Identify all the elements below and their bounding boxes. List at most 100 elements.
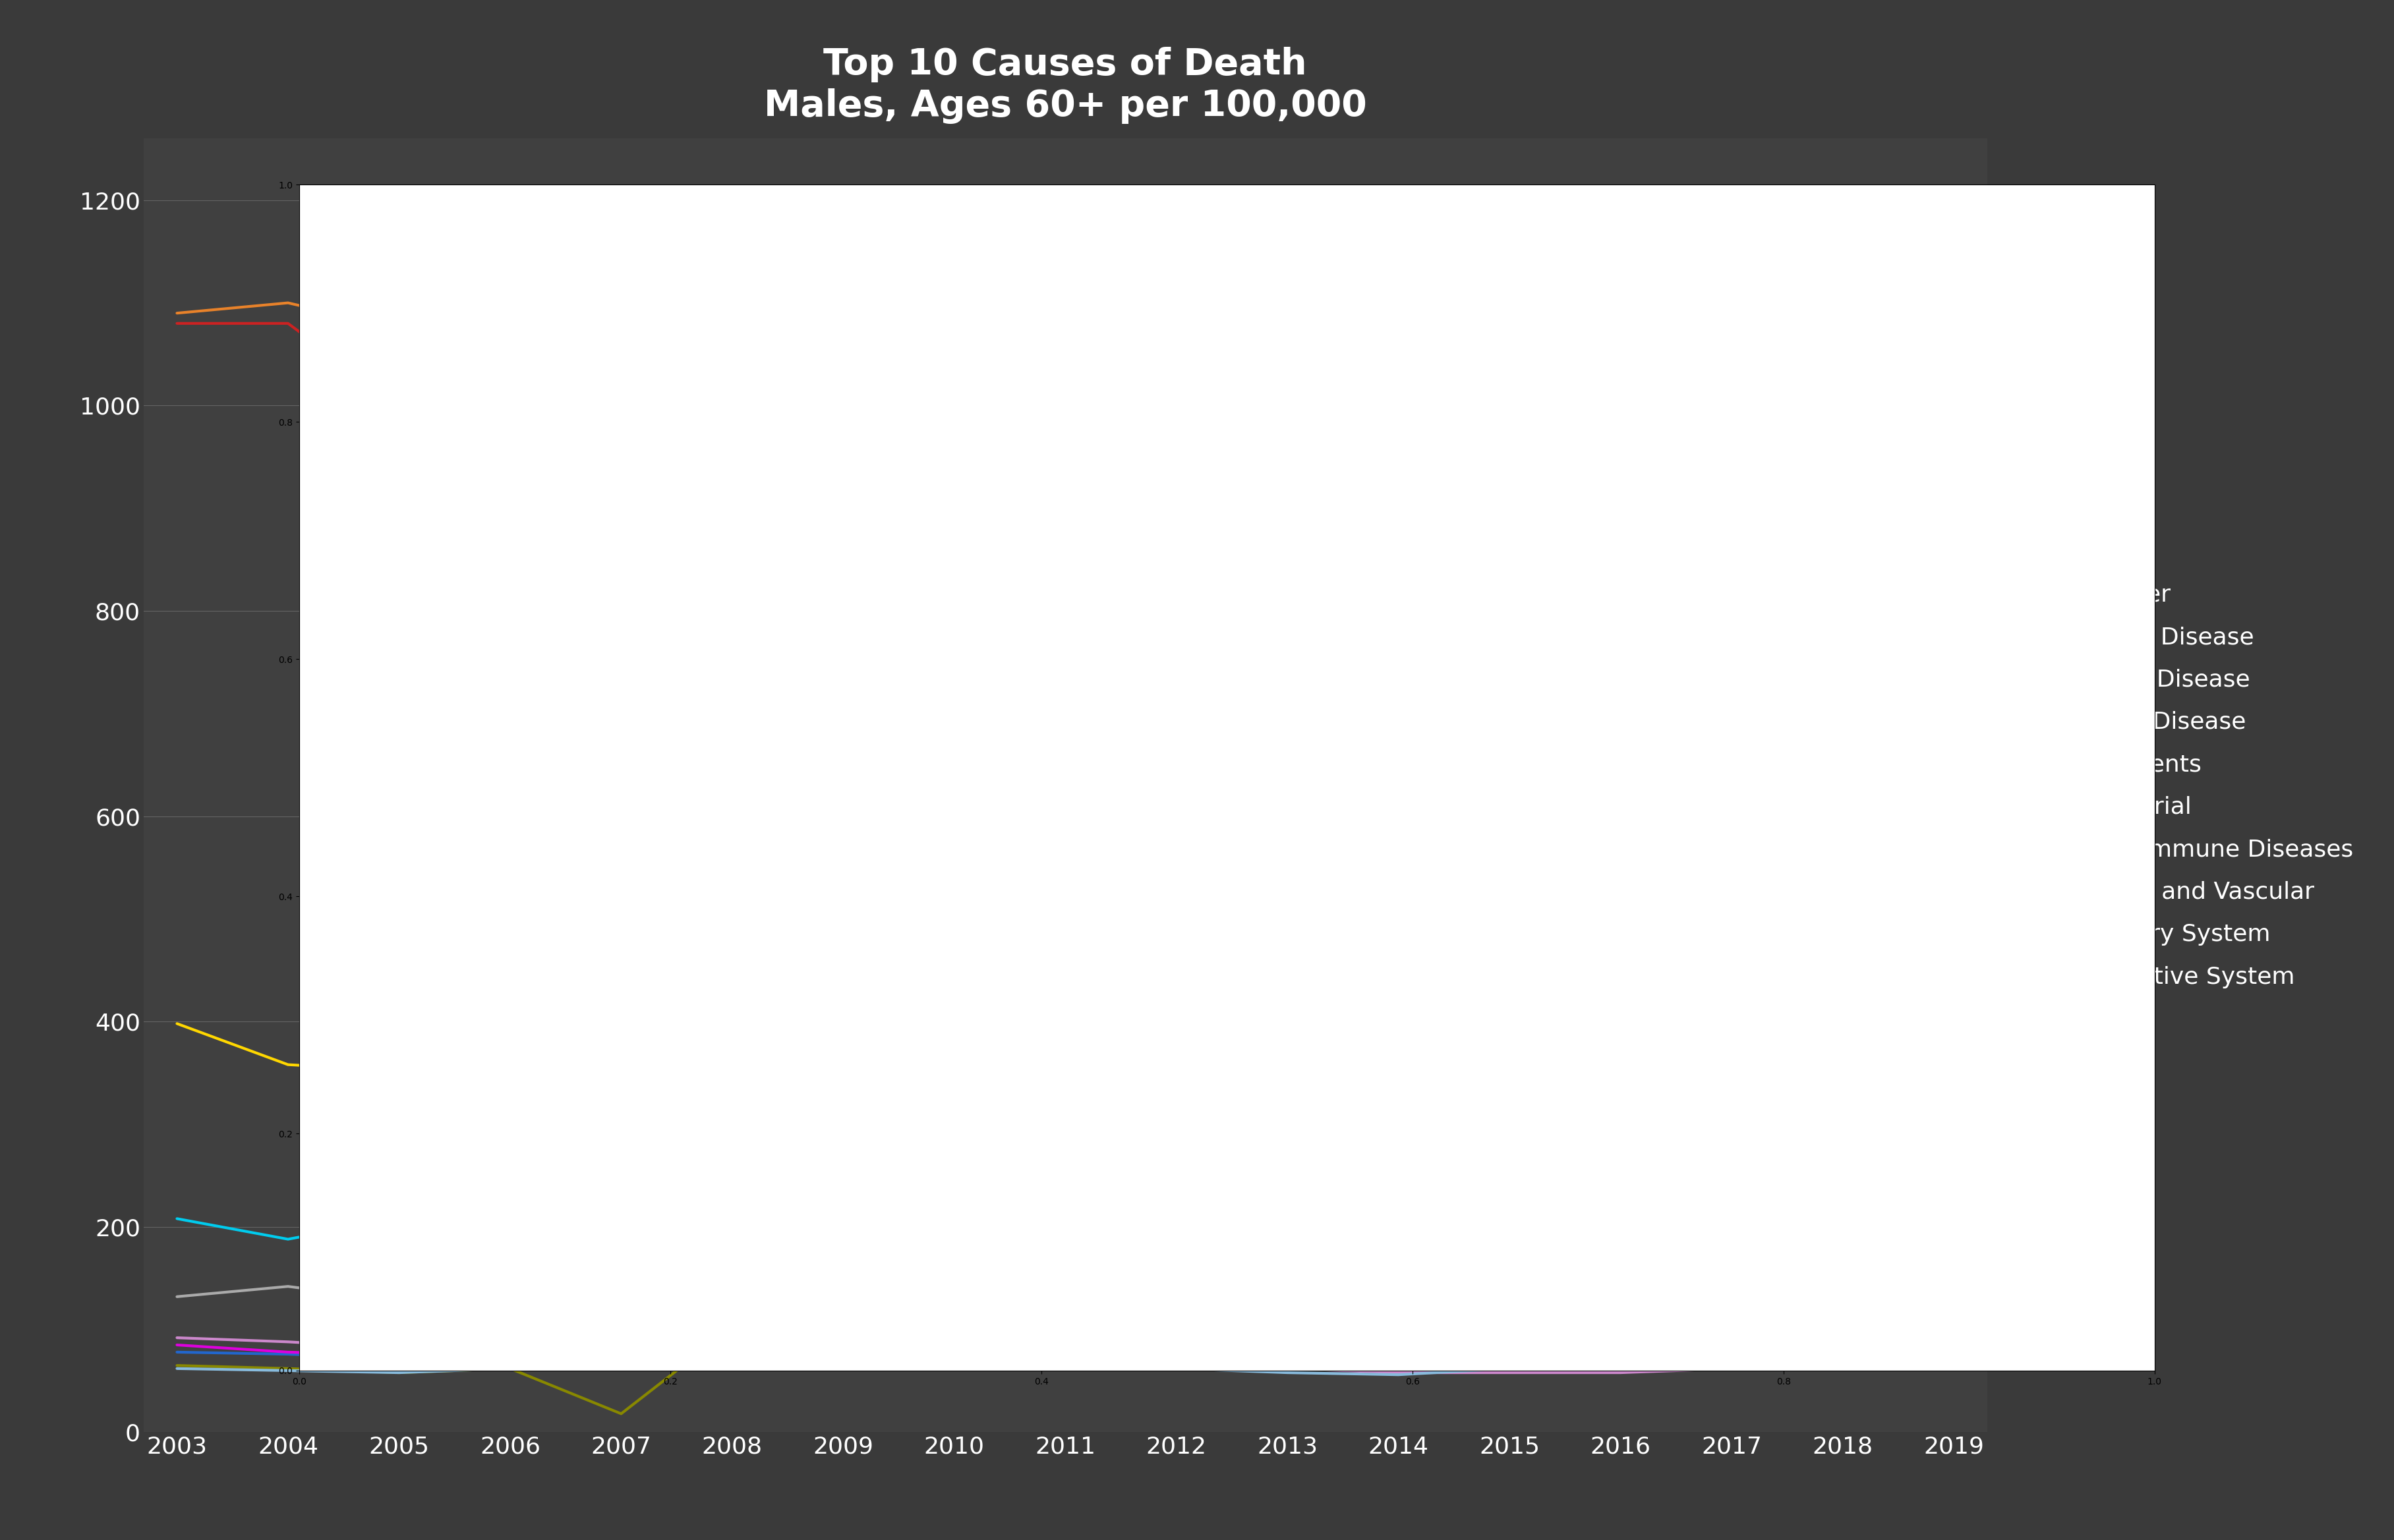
Accidents bbox=[1051, 1281, 1080, 1300]
Digestive System bbox=[1829, 1354, 1858, 1372]
Cancer bbox=[1384, 556, 1412, 574]
Heart Disease bbox=[496, 484, 524, 502]
Blood and Vascular bbox=[606, 1349, 634, 1368]
Bacterial bbox=[941, 1349, 970, 1368]
Bacterial bbox=[273, 1344, 302, 1363]
Brain Disease bbox=[1384, 1055, 1412, 1073]
Accidents bbox=[1274, 1267, 1302, 1286]
Brain Disease bbox=[1161, 1100, 1190, 1118]
Lung Disease bbox=[163, 1209, 192, 1227]
Cancer bbox=[1274, 519, 1302, 537]
Lung Disease bbox=[1829, 1267, 1858, 1286]
Bacterial bbox=[1939, 1338, 1968, 1357]
Autoimmune Diseases bbox=[1384, 1363, 1412, 1381]
Accidents bbox=[718, 1267, 747, 1286]
Urinary System bbox=[163, 1357, 192, 1375]
Cancer bbox=[385, 319, 414, 337]
Line: Accidents: Accidents bbox=[177, 1260, 1954, 1321]
Urinary System bbox=[1606, 1360, 1635, 1378]
Blood and Vascular bbox=[941, 1346, 970, 1364]
Title: Top 10 Causes of Death
Males, Ages 60+ per 100,000: Top 10 Causes of Death Males, Ages 60+ p… bbox=[764, 46, 1367, 123]
Cancer bbox=[1939, 627, 1968, 645]
Line: Digestive System: Digestive System bbox=[177, 1363, 1954, 1375]
Cancer bbox=[1716, 545, 1745, 564]
Urinary System bbox=[1939, 1360, 1968, 1378]
Brain Disease bbox=[1274, 1061, 1302, 1080]
Digestive System bbox=[828, 1354, 857, 1372]
Bacterial bbox=[606, 1329, 634, 1348]
Digestive System bbox=[1161, 1360, 1190, 1378]
Brain Disease bbox=[385, 1061, 414, 1080]
Autoimmune Diseases bbox=[1496, 1363, 1525, 1381]
Bacterial bbox=[163, 1343, 192, 1361]
Blood and Vascular bbox=[1384, 1360, 1412, 1378]
Digestive System bbox=[718, 1357, 747, 1375]
Blood and Vascular bbox=[1829, 1360, 1858, 1378]
Line: Urinary System: Urinary System bbox=[177, 1327, 1954, 1414]
Line: Blood and Vascular: Blood and Vascular bbox=[177, 1344, 1954, 1369]
Brain Disease bbox=[1051, 1096, 1080, 1115]
Urinary System bbox=[273, 1360, 302, 1378]
Brain Disease bbox=[1716, 1035, 1745, 1053]
Cancer bbox=[1496, 576, 1525, 594]
Brain Disease bbox=[273, 1055, 302, 1073]
Heart Disease bbox=[273, 314, 302, 333]
Cancer bbox=[718, 411, 747, 430]
Digestive System bbox=[606, 1357, 634, 1375]
Autoimmune Diseases bbox=[1274, 1360, 1302, 1378]
Accidents bbox=[828, 1267, 857, 1286]
Blood and Vascular bbox=[1274, 1357, 1302, 1375]
Bacterial bbox=[1606, 1349, 1635, 1368]
Heart Disease bbox=[1051, 591, 1080, 610]
Autoimmune Diseases bbox=[1716, 1360, 1745, 1378]
Brain Disease bbox=[496, 1023, 524, 1041]
Autoimmune Diseases bbox=[718, 1343, 747, 1361]
Lung Disease bbox=[1274, 1267, 1302, 1286]
Accidents bbox=[1384, 1267, 1412, 1286]
Heart Disease bbox=[1829, 730, 1858, 748]
Accidents bbox=[606, 1298, 634, 1317]
Blood and Vascular bbox=[163, 1335, 192, 1354]
Urinary System bbox=[496, 1360, 524, 1378]
Autoimmune Diseases bbox=[1161, 1354, 1190, 1372]
Blood and Vascular bbox=[718, 1338, 747, 1357]
Line: Bacterial: Bacterial bbox=[177, 1332, 1954, 1363]
Lung Disease bbox=[1716, 1250, 1745, 1269]
Lung Disease bbox=[941, 1237, 970, 1255]
Digestive System bbox=[1939, 1354, 1968, 1372]
Bacterial bbox=[1274, 1354, 1302, 1372]
Bacterial bbox=[1051, 1338, 1080, 1357]
Heart Disease bbox=[1716, 719, 1745, 738]
Cancer bbox=[1606, 541, 1635, 559]
Line: Heart Disease: Heart Disease bbox=[177, 323, 1954, 750]
Accidents bbox=[1496, 1261, 1525, 1280]
Lung Disease bbox=[1606, 1254, 1635, 1272]
Autoimmune Diseases bbox=[606, 1343, 634, 1361]
Digestive System bbox=[1384, 1366, 1412, 1384]
Urinary System bbox=[1496, 1360, 1525, 1378]
Cancer bbox=[496, 371, 524, 390]
Urinary System bbox=[1051, 1349, 1080, 1368]
Cancer bbox=[828, 387, 857, 405]
Accidents bbox=[496, 1292, 524, 1311]
Heart Disease bbox=[828, 499, 857, 517]
Heart Disease bbox=[163, 314, 192, 333]
Brain Disease bbox=[1496, 1055, 1525, 1073]
Lung Disease bbox=[1051, 1230, 1080, 1249]
Heart Disease bbox=[1496, 673, 1525, 691]
Autoimmune Diseases bbox=[1606, 1363, 1635, 1381]
Autoimmune Diseases bbox=[828, 1349, 857, 1368]
Lung Disease bbox=[1496, 1257, 1525, 1275]
Brain Disease bbox=[606, 1066, 634, 1084]
Digestive System bbox=[273, 1361, 302, 1380]
Brain Disease bbox=[1829, 1024, 1858, 1043]
Lung Disease bbox=[1384, 1261, 1412, 1280]
Heart Disease bbox=[1939, 741, 1968, 759]
Digestive System bbox=[1274, 1363, 1302, 1381]
Accidents bbox=[1829, 1292, 1858, 1311]
Lung Disease bbox=[1939, 1270, 1968, 1289]
Line: Lung Disease: Lung Disease bbox=[177, 1218, 1954, 1280]
Lung Disease bbox=[273, 1230, 302, 1249]
Cancer bbox=[606, 365, 634, 383]
Blood and Vascular bbox=[828, 1343, 857, 1361]
